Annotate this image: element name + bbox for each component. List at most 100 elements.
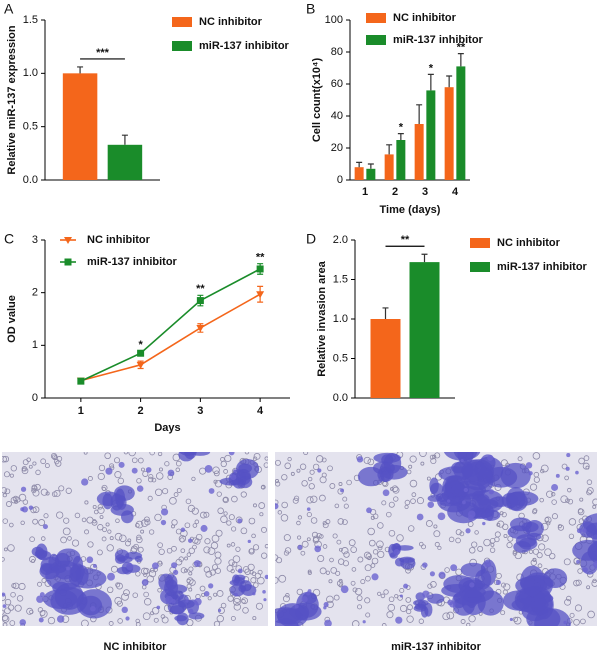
pore <box>544 517 550 522</box>
pore <box>114 596 123 605</box>
pore <box>184 556 188 561</box>
cell <box>28 505 34 510</box>
cell <box>167 469 175 477</box>
pore <box>437 545 442 551</box>
cell-cluster <box>476 494 490 506</box>
pore <box>96 549 103 556</box>
bar <box>444 87 454 180</box>
cell <box>20 507 25 512</box>
pore <box>336 539 342 545</box>
pore <box>188 547 195 554</box>
pore <box>216 491 222 497</box>
pore <box>248 548 255 555</box>
pore <box>29 536 35 542</box>
pore <box>405 597 412 603</box>
bar <box>384 154 394 180</box>
pore <box>348 539 356 547</box>
pore <box>226 543 231 548</box>
pore <box>311 531 318 538</box>
pore <box>301 540 309 548</box>
pore <box>158 548 165 555</box>
pore <box>105 522 110 527</box>
cell <box>275 503 279 510</box>
bar <box>426 90 436 180</box>
pore <box>35 469 41 476</box>
pore <box>7 604 15 611</box>
bar <box>62 73 98 180</box>
pore <box>32 506 40 513</box>
cell-cluster <box>120 510 134 524</box>
cell <box>449 601 456 608</box>
micrograph <box>275 452 597 626</box>
significance: ** <box>256 252 265 264</box>
pore <box>275 459 281 466</box>
pore <box>316 455 324 463</box>
pore <box>3 547 8 552</box>
pore <box>539 497 544 503</box>
x-axis-label: Time (days) <box>380 204 441 216</box>
pore <box>483 538 491 547</box>
pore <box>173 492 179 497</box>
pore <box>297 515 303 520</box>
cell <box>446 499 451 503</box>
pore <box>455 529 462 536</box>
pore <box>192 523 198 528</box>
pore <box>573 579 580 587</box>
pore <box>296 468 301 473</box>
pore <box>409 455 417 463</box>
pore <box>312 463 320 471</box>
pore <box>574 604 583 612</box>
cell <box>262 590 266 594</box>
cell-cluster <box>230 583 245 597</box>
y-tick-label: 0 <box>337 174 343 186</box>
pore <box>404 499 411 506</box>
pore <box>44 463 50 469</box>
bar <box>409 262 440 398</box>
bar <box>456 66 466 180</box>
pore <box>233 603 241 611</box>
pore <box>420 461 425 466</box>
pore <box>377 591 382 596</box>
cell <box>136 485 144 492</box>
cell-cluster <box>585 522 597 540</box>
y-tick-label: 3 <box>32 234 38 246</box>
pore <box>326 595 334 604</box>
pore <box>490 542 495 547</box>
pore <box>281 474 288 481</box>
cell <box>36 595 44 603</box>
pore <box>216 590 224 597</box>
pore <box>149 567 155 573</box>
cell <box>461 500 466 505</box>
cell <box>593 560 597 569</box>
pore <box>409 479 418 488</box>
y-tick-label: 40 <box>331 110 343 122</box>
bar <box>354 167 364 180</box>
pore <box>370 515 375 520</box>
y-tick-label: 1.0 <box>333 313 348 325</box>
pore <box>496 522 501 527</box>
pore <box>180 548 186 554</box>
pore <box>296 520 301 526</box>
cell-cluster <box>377 467 394 482</box>
cell <box>56 615 65 623</box>
pore <box>102 527 107 533</box>
pore <box>141 467 145 472</box>
cell-cluster <box>357 466 384 487</box>
pore <box>280 514 289 522</box>
pore <box>22 499 29 505</box>
pore <box>108 621 114 626</box>
pore <box>71 539 80 547</box>
cell-cluster <box>239 472 251 481</box>
pore <box>2 615 10 623</box>
pore <box>338 578 343 583</box>
significance: * <box>138 339 143 351</box>
pore <box>303 452 309 456</box>
pore <box>316 532 322 539</box>
pore <box>128 452 136 457</box>
pore <box>117 477 125 485</box>
bar <box>107 144 143 180</box>
pore <box>164 461 170 467</box>
pore <box>143 591 149 598</box>
pore <box>244 452 250 455</box>
pore <box>587 610 595 619</box>
